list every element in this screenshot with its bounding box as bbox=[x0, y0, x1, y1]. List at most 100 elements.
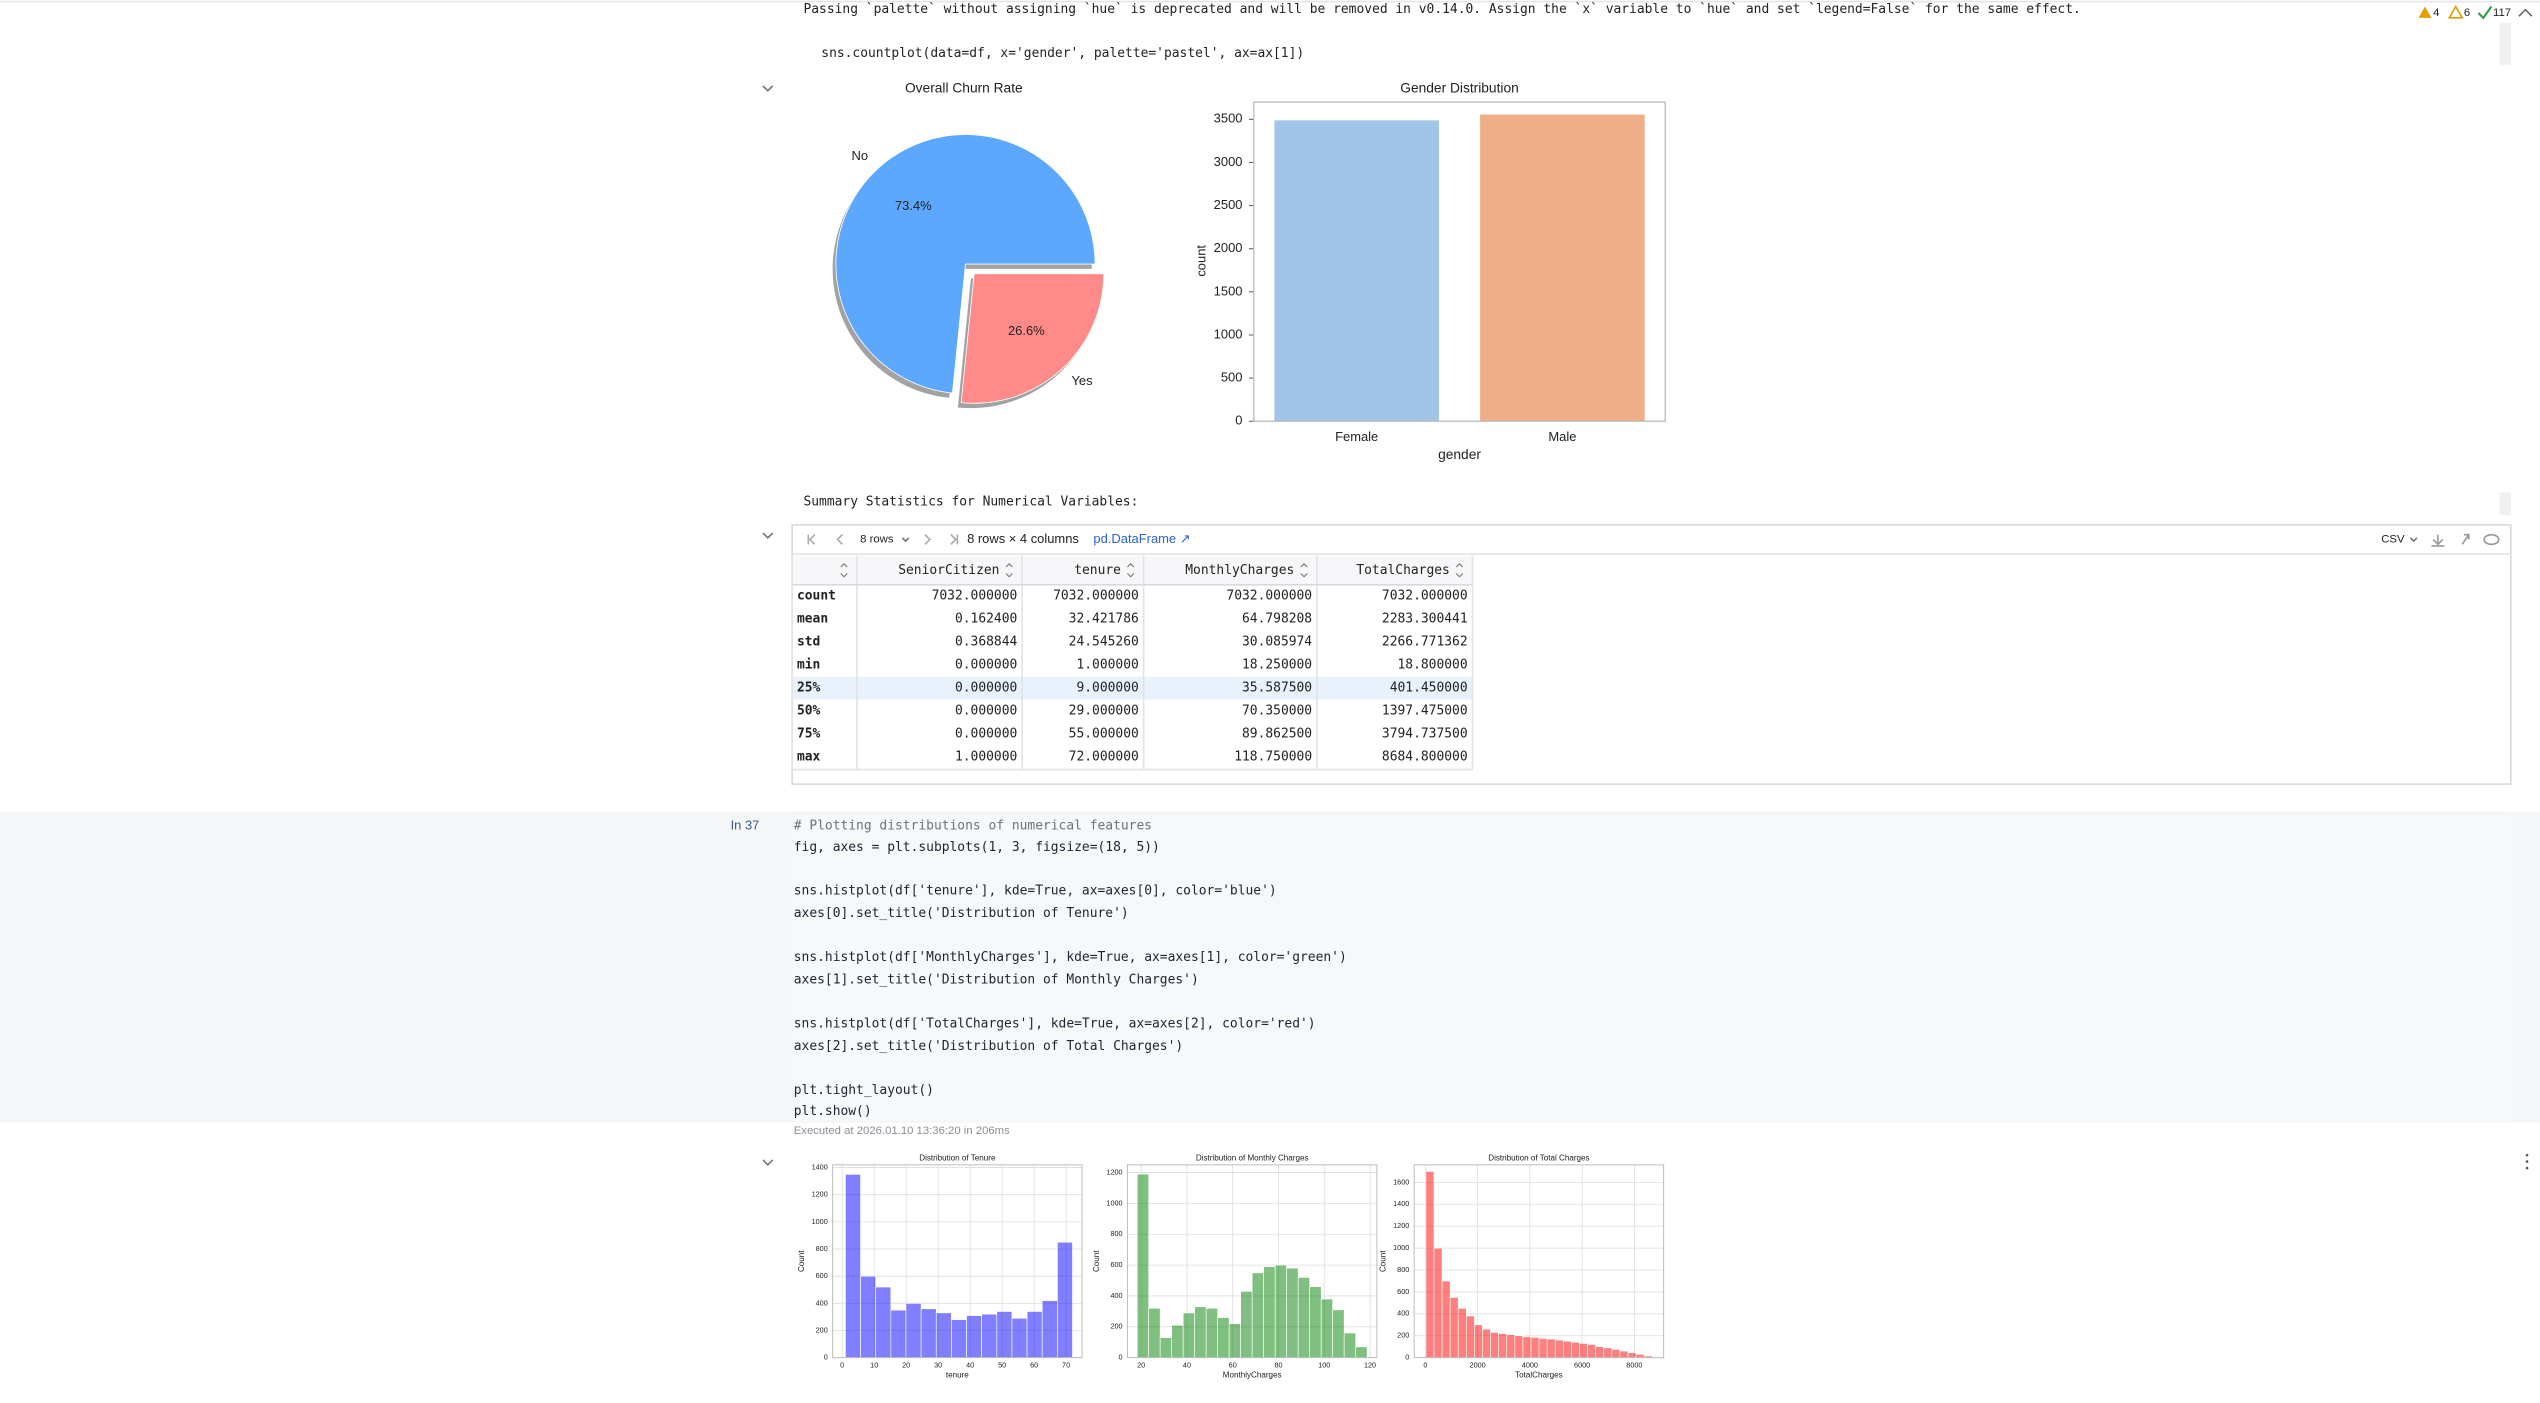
row-label: 25% bbox=[797, 681, 821, 696]
rows-menu[interactable]: 8 rows bbox=[860, 533, 894, 545]
histogram-bar bbox=[996, 1311, 1013, 1358]
y-tick-label: 400 bbox=[1397, 1309, 1409, 1318]
histogram-bar bbox=[845, 1174, 861, 1358]
histogram-bar bbox=[1228, 1323, 1242, 1358]
histogram-bar bbox=[1286, 1267, 1299, 1358]
histogram-bar bbox=[1026, 1311, 1043, 1358]
fold-toggle[interactable] bbox=[762, 532, 774, 540]
y-tick-label: 200 bbox=[816, 1325, 828, 1334]
y-tick-label: 600 bbox=[816, 1271, 828, 1280]
y-tick-label: 800 bbox=[1110, 1229, 1122, 1238]
x-tick-label: 2000 bbox=[1470, 1361, 1486, 1370]
x-tick-label: 0 bbox=[1423, 1361, 1427, 1370]
histogram-bar bbox=[1332, 1309, 1345, 1358]
histogram-bar bbox=[1041, 1300, 1058, 1358]
x-tick-label: 60 bbox=[1030, 1361, 1038, 1370]
histogram-bar bbox=[1217, 1317, 1230, 1358]
histogram-bar bbox=[1159, 1337, 1173, 1358]
chart-title: Gender Distribution bbox=[1400, 81, 1518, 96]
y-tick-label: 1000 bbox=[1393, 1243, 1409, 1252]
row-label: count bbox=[797, 589, 836, 604]
y-tick-label: 1000 bbox=[1106, 1198, 1122, 1207]
code-editor-bg bbox=[792, 814, 2511, 1122]
y-tick-label: 1200 bbox=[1106, 1167, 1122, 1176]
ok-icon[interactable] bbox=[2477, 5, 2493, 20]
view-icon[interactable] bbox=[2483, 533, 2500, 546]
histogram-bar bbox=[1171, 1324, 1184, 1358]
collapse-button[interactable] bbox=[2518, 8, 2533, 17]
bar bbox=[1480, 114, 1645, 422]
table-cell: 32.421786 bbox=[1069, 612, 1139, 627]
warning-count[interactable]: 6 bbox=[2464, 7, 2470, 19]
table-cell: 18.800000 bbox=[1398, 658, 1468, 673]
histogram-bar bbox=[981, 1313, 998, 1358]
histogram-bar bbox=[1619, 1350, 1629, 1358]
error-icon[interactable] bbox=[2418, 6, 2432, 18]
sort-icon bbox=[1127, 562, 1135, 578]
histogram-bar bbox=[1309, 1286, 1322, 1358]
y-tick-label: 200 bbox=[1110, 1322, 1122, 1331]
histogram-bar bbox=[1522, 1336, 1532, 1358]
table-cell: 24.545260 bbox=[1069, 635, 1139, 650]
y-tick-label: 2000 bbox=[1214, 240, 1243, 255]
warning-icon[interactable] bbox=[2447, 4, 2464, 19]
dropdown-icon[interactable] bbox=[2409, 537, 2418, 543]
table-cell: 401.450000 bbox=[1390, 681, 1468, 696]
histogram-bar bbox=[1579, 1343, 1588, 1358]
histogram-bar bbox=[1274, 1264, 1288, 1358]
summary-title: Summary Statistics for Numerical Variabl… bbox=[803, 495, 1138, 510]
table-cell: 8684.800000 bbox=[1382, 750, 1468, 765]
histogram-bar bbox=[1343, 1332, 1357, 1358]
warning-source: sns.countplot(data=df, x='gender', palet… bbox=[821, 46, 1304, 61]
table-cell: 29.000000 bbox=[1069, 704, 1139, 719]
row-label: 75% bbox=[797, 727, 821, 742]
chart-title: Distribution of Tenure bbox=[919, 1154, 996, 1163]
sort-icon bbox=[1455, 562, 1464, 578]
scroll-marker bbox=[2499, 492, 2511, 516]
y-tick-label: 1500 bbox=[1214, 283, 1243, 298]
x-tick-label: 80 bbox=[1274, 1361, 1282, 1370]
histogram-bar bbox=[1057, 1241, 1073, 1358]
more-menu[interactable] bbox=[2525, 1153, 2529, 1170]
warning-text: Passing `palette` without assigning `hue… bbox=[803, 2, 2080, 17]
histogram-bar bbox=[1571, 1341, 1580, 1358]
x-tick-label: 20 bbox=[902, 1361, 910, 1370]
scroll-marker bbox=[2499, 22, 2511, 65]
type-link[interactable]: pd.DataFrame ↗ bbox=[1093, 531, 1190, 546]
histogram-bar bbox=[1182, 1312, 1196, 1358]
bar bbox=[1274, 120, 1439, 422]
histogram-bar bbox=[1320, 1298, 1334, 1358]
y-tick-label: 800 bbox=[816, 1244, 828, 1253]
x-tick-label: Female bbox=[1335, 429, 1378, 444]
y-tick-label: 1200 bbox=[1393, 1221, 1409, 1230]
pie-label: No bbox=[852, 148, 869, 163]
ok-count[interactable]: 117 bbox=[2493, 7, 2511, 19]
histogram-bar bbox=[1011, 1317, 1028, 1358]
table-cell: 9.000000 bbox=[1076, 681, 1138, 696]
x-tick-label: 50 bbox=[998, 1361, 1006, 1370]
y-tick-label: 1600 bbox=[1393, 1177, 1409, 1186]
code-line: axes[1].set_title('Distribution of Month… bbox=[794, 973, 1199, 988]
y-tick-label: 0 bbox=[1405, 1353, 1409, 1362]
x-tick-label: 10 bbox=[870, 1361, 878, 1370]
open-icon[interactable] bbox=[2461, 533, 2470, 545]
error-count[interactable]: 4 bbox=[2433, 7, 2439, 19]
y-tick-label: 400 bbox=[816, 1298, 828, 1307]
y-axis-label: count bbox=[1193, 245, 1208, 277]
download-icon[interactable] bbox=[2431, 534, 2445, 547]
table-cell: 0.368844 bbox=[955, 635, 1018, 650]
pager[interactable] bbox=[807, 534, 959, 545]
fold-toggle[interactable] bbox=[762, 85, 774, 92]
x-tick-label: 0 bbox=[840, 1361, 844, 1370]
row-label: mean bbox=[797, 612, 828, 627]
dropdown-icon[interactable] bbox=[901, 537, 910, 543]
histogram-bar bbox=[1554, 1339, 1564, 1358]
histogram-bar bbox=[1465, 1315, 1475, 1358]
histogram-bar bbox=[1482, 1328, 1491, 1358]
x-tick-label: 30 bbox=[934, 1361, 942, 1370]
table-cell: 0.000000 bbox=[955, 704, 1017, 719]
histogram-bar bbox=[1587, 1344, 1596, 1358]
fold-toggle[interactable] bbox=[762, 1159, 774, 1166]
export-menu[interactable]: CSV bbox=[2381, 533, 2405, 545]
